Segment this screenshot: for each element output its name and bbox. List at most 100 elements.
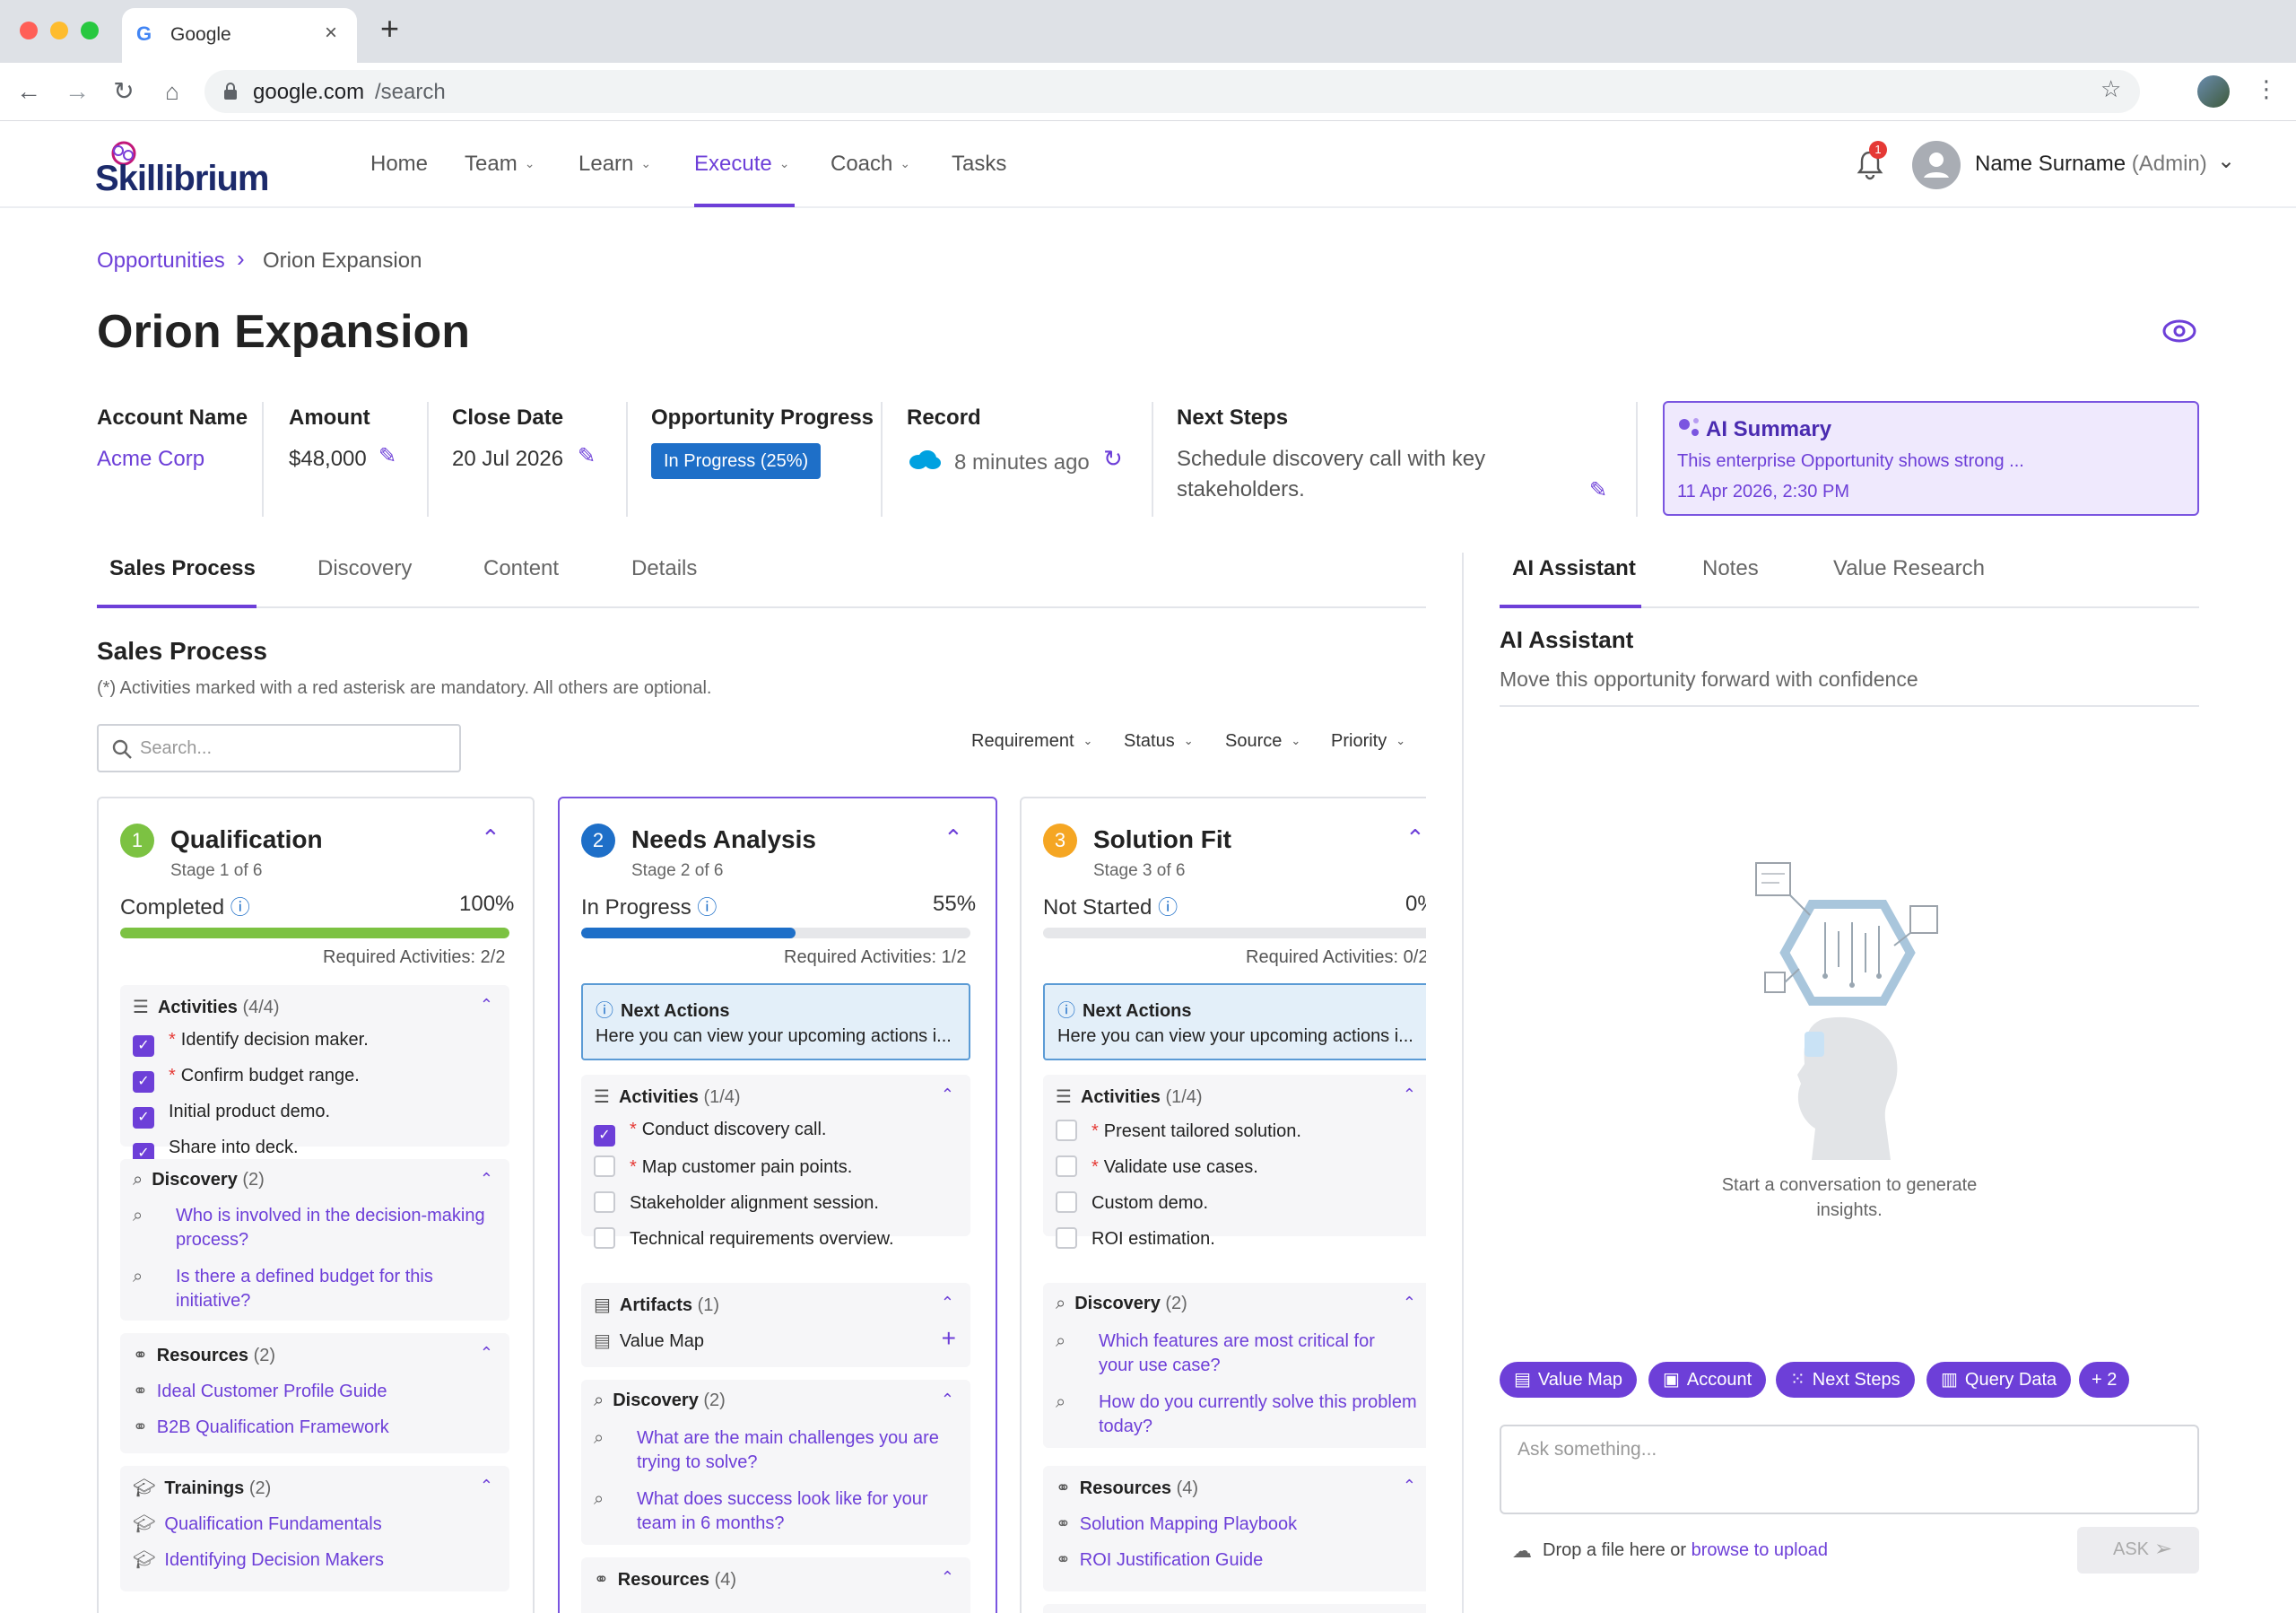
discovery-question[interactable]: ⌕ What does success look like for your tea… [594, 1487, 952, 1538]
edit-next-steps-pencil-icon[interactable]: ✎ [1589, 478, 1608, 502]
activity-item[interactable]: * Map customer pain points. [594, 1155, 852, 1178]
artifacts-header[interactable]: ▤ Artifacts (1) [594, 1294, 719, 1316]
checkbox-unchecked[interactable] [594, 1191, 615, 1213]
discovery-header[interactable]: ⌕ Discovery (2) [1056, 1294, 1187, 1314]
discovery-question[interactable]: ⌕ What are the main challenges you are try… [594, 1426, 952, 1477]
nav-tasks[interactable]: Tasks [952, 152, 1006, 177]
collapse-chevron-up-icon[interactable]: ⌃ [1402, 1086, 1416, 1103]
activity-item[interactable]: * Present tailored solution. [1056, 1120, 1301, 1142]
checkbox-unchecked[interactable] [594, 1227, 615, 1249]
resources-header[interactable]: ⚭ Resources (4) [1056, 1477, 1198, 1499]
next-actions-box[interactable]: ⓘ Next Actions Here you can view your upc… [581, 983, 970, 1060]
tab-value-research[interactable]: Value Research [1833, 556, 1985, 580]
minimize-window-button[interactable] [50, 22, 68, 39]
account-name-link[interactable]: Acme Corp [97, 447, 205, 471]
activities-header[interactable]: ☰ Activities (1/4) [1056, 1086, 1203, 1108]
collapse-chevron-up-icon[interactable]: ⌃ [1402, 1477, 1416, 1495]
home-icon[interactable]: ⌂ [165, 78, 179, 105]
breadcrumb-parent[interactable]: Opportunities [97, 248, 225, 273]
close-window-button[interactable] [20, 22, 38, 39]
nav-coach[interactable]: Coach ⌄ [831, 152, 910, 177]
stage-card-qualification[interactable]: 1 Qualification Stage 1 of 6 ⌃ Completed… [97, 797, 535, 1613]
collapse-chevron-up-icon[interactable]: ⌃ [944, 824, 963, 851]
edit-amount-pencil-icon[interactable]: ✎ [378, 444, 397, 468]
watch-eye-icon[interactable] [2161, 318, 2197, 344]
activity-item[interactable]: Technical requirements overview. [594, 1227, 894, 1250]
resource-link[interactable]: ⚭ Solution Mapping Playbook [1056, 1513, 1297, 1535]
activity-item[interactable]: ✓ * Conduct discovery call. [594, 1120, 826, 1147]
activity-item[interactable]: Stakeholder alignment session. [594, 1191, 879, 1214]
nav-execute[interactable]: Execute ⌄ [694, 152, 789, 177]
checkbox-unchecked[interactable] [1056, 1191, 1077, 1213]
tab-content[interactable]: Content [483, 556, 560, 580]
chip-value-map[interactable]: ▤ Value Map [1500, 1362, 1638, 1398]
tab-discovery[interactable]: Discovery [317, 556, 413, 580]
search-input[interactable]: Search... [97, 724, 461, 772]
nav-learn[interactable]: Learn ⌄ [578, 152, 651, 177]
skillibrium-logo[interactable]: Skillibrium [95, 139, 292, 198]
notifications-button[interactable]: 1 [1855, 141, 1887, 184]
artifact-item[interactable]: ▤ Value Map [594, 1330, 704, 1352]
ask-button[interactable]: ASK ➢ [2077, 1527, 2199, 1574]
browser-menu-icon[interactable]: ⋮ [2255, 75, 2278, 102]
discovery-header[interactable]: ⌕ Discovery (2) [594, 1391, 726, 1411]
info-icon[interactable]: ⓘ [1158, 896, 1178, 919]
activity-item[interactable]: ✓ * Identify decision maker. [133, 1030, 369, 1057]
close-tab-icon[interactable]: × [325, 21, 338, 45]
checkbox-unchecked[interactable] [1056, 1155, 1077, 1177]
bookmark-star-icon[interactable]: ☆ [2100, 75, 2122, 102]
chip-next-steps[interactable]: ⁙ Next Steps [1776, 1362, 1915, 1398]
tab-ai-assistant[interactable]: AI Assistant [1512, 556, 1636, 580]
discovery-question[interactable]: ⌕ Is there a defined budget for this initi… [133, 1265, 491, 1315]
checkbox-checked[interactable]: ✓ [133, 1035, 154, 1057]
add-artifact-plus-icon[interactable]: + [941, 1324, 956, 1352]
activity-item[interactable]: ✓ * Confirm budget range. [133, 1066, 360, 1093]
stage-card-needs-analysis[interactable]: 2 Needs Analysis Stage 2 of 6 ⌃ In Progr… [558, 797, 997, 1613]
checkbox-checked[interactable]: ✓ [133, 1107, 154, 1129]
discovery-question[interactable]: ⌕ How do you currently solve this problem… [1056, 1391, 1417, 1441]
collapse-chevron-up-icon[interactable]: ⌃ [479, 1170, 493, 1188]
collapse-chevron-up-icon[interactable]: ⌃ [1405, 824, 1425, 851]
checkbox-checked[interactable]: ✓ [133, 1071, 154, 1093]
resource-link[interactable]: ⚭ B2B Qualification Framework [133, 1416, 389, 1438]
training-link[interactable]: 🎓︎ Identifying Decision Makers [133, 1548, 384, 1571]
collapse-chevron-up-icon[interactable]: ⌃ [479, 1344, 493, 1362]
profile-avatar[interactable] [2197, 75, 2230, 108]
user-menu[interactable]: Name Surname (Admin) [1975, 152, 2207, 177]
reload-icon[interactable]: ↻ [113, 77, 135, 105]
checkbox-checked[interactable]: ✓ [594, 1125, 615, 1147]
checkbox-unchecked[interactable] [1056, 1120, 1077, 1141]
new-tab-button[interactable]: + [380, 10, 400, 47]
info-icon[interactable]: ⓘ [697, 896, 718, 919]
discovery-header[interactable]: ⌕ Discovery (2) [133, 1170, 265, 1190]
collapse-chevron-up-icon[interactable]: ⌃ [940, 1086, 954, 1103]
collapse-chevron-up-icon[interactable]: ⌃ [1402, 1294, 1416, 1312]
activity-item[interactable]: * Validate use cases. [1056, 1155, 1258, 1178]
resources-header[interactable]: ⚭ Resources (4) [594, 1568, 736, 1591]
browse-upload-link[interactable]: browse to upload [1691, 1540, 1828, 1560]
chip-more[interactable]: + 2 [2079, 1362, 2130, 1398]
checkbox-unchecked[interactable] [1056, 1227, 1077, 1249]
tab-sales-process[interactable]: Sales Process [109, 556, 256, 580]
tab-details[interactable]: Details [631, 556, 698, 580]
training-link[interactable]: 🎓︎ Qualification Fundamentals [133, 1513, 382, 1535]
resource-link[interactable]: ⚭ Ideal Customer Profile Guide [133, 1380, 387, 1402]
collapse-chevron-up-icon[interactable]: ⌃ [479, 996, 493, 1014]
stage-card-solution-fit[interactable]: 3 Solution Fit Stage 3 of 6 ⌃ Not Starte… [1020, 797, 1426, 1613]
url-field[interactable]: google.com /search ☆ [204, 70, 2140, 113]
checkbox-unchecked[interactable] [594, 1155, 615, 1177]
activities-header[interactable]: ☰ Activities (1/4) [594, 1086, 741, 1108]
filter-priority[interactable]: Priority ⌄ [1331, 731, 1405, 752]
activities-header[interactable]: ☰ Activities (4/4) [133, 996, 280, 1018]
collapse-chevron-up-icon[interactable]: ⌃ [940, 1294, 954, 1312]
chip-account[interactable]: ▣ Account [1648, 1362, 1767, 1398]
refresh-icon[interactable]: ↻ [1103, 445, 1123, 472]
filter-requirement[interactable]: Requirement ⌄ [971, 731, 1092, 752]
ai-summary-card[interactable]: AI Summary This enterprise Opportunity s… [1663, 401, 2199, 516]
nav-home[interactable]: Home [370, 152, 428, 177]
forward-icon[interactable]: → [65, 77, 90, 105]
collapse-chevron-up-icon[interactable]: ⌃ [481, 824, 500, 851]
filter-status[interactable]: Status ⌄ [1124, 731, 1194, 752]
info-icon[interactable]: ⓘ [230, 896, 250, 919]
chip-query-data[interactable]: ▥ Query Data [1926, 1362, 2072, 1398]
